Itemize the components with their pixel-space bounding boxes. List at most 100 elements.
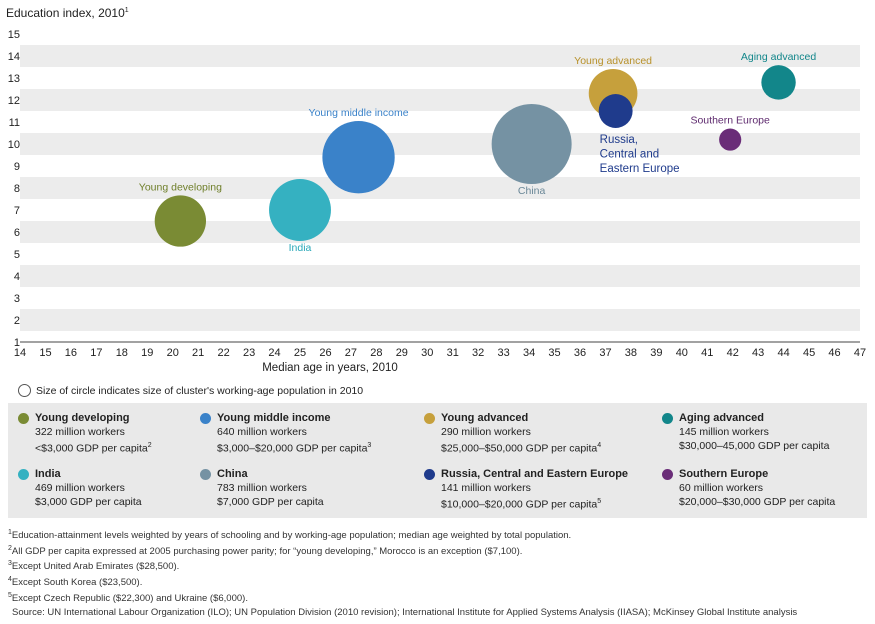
x-tick-label: 45: [803, 347, 815, 359]
legend-gdp: $25,000–$50,000 GDP per capita4: [441, 442, 602, 455]
legend-item: Aging advanced 145 million workers $30,000…: [662, 411, 862, 453]
legend-gdp: $30,000–45,000 GDP per capita: [679, 440, 830, 452]
bubble-label-aging-advanced: Aging advanced: [741, 51, 816, 63]
legend-name: Young developing: [35, 412, 130, 424]
footnote: 1Education-attainment levels weighted by…: [8, 529, 572, 542]
x-tick-label: 44: [778, 347, 790, 359]
bubble-label-russia-central-and-eastern-europe: Eastern Europe: [600, 163, 680, 175]
x-tick-label: 22: [218, 347, 230, 359]
size-note-text: Size of circle indicates size of cluster…: [36, 384, 364, 397]
legend-name: China: [217, 468, 248, 480]
legend-text: India 469 million workers $3,000 GDP per c…: [35, 467, 218, 509]
size-note: Size of circle indicates size of cluster…: [18, 384, 363, 397]
grid-band: [20, 309, 860, 331]
grid-band: [20, 45, 860, 67]
x-tick-label: 47: [854, 347, 866, 359]
x-tick-label: 35: [548, 347, 560, 359]
legend-swatch: [424, 413, 435, 424]
legend-swatch: [662, 469, 673, 480]
x-tick-label: 16: [65, 347, 77, 359]
bubble-india: [269, 179, 331, 241]
y-tick-label: 4: [14, 271, 20, 283]
legend-text: Young developing 322 million workers <$3,0…: [35, 411, 218, 456]
legend-gdp: $3,000–$20,000 GDP per capita3: [217, 442, 372, 455]
legend-name: Young advanced: [441, 412, 529, 424]
x-tick-label: 27: [345, 347, 357, 359]
x-tick-label: 25: [294, 347, 306, 359]
x-tick-label: 20: [167, 347, 179, 359]
legend-name: Southern Europe: [679, 468, 769, 480]
legend: Young developing 322 million workers <$3,0…: [8, 403, 867, 518]
x-tick-label: 29: [396, 347, 408, 359]
footnotes: 1Education-attainment levels weighted by…: [8, 527, 868, 620]
legend-swatch: [18, 413, 29, 424]
x-tick-label: 15: [39, 347, 51, 359]
bubble-russia-central-and-eastern-europe: [598, 94, 633, 128]
legend-name: Russia, Central and Eastern Europe: [441, 468, 629, 480]
x-tick-label: 32: [472, 347, 484, 359]
legend-swatch: [424, 469, 435, 480]
x-tick-label: 28: [370, 347, 382, 359]
legend-swatch: [662, 413, 673, 424]
legend-gdp: $20,000–$30,000 GDP per capita: [679, 496, 836, 508]
bubble-southern-europe: [719, 128, 742, 151]
x-tick-label: 31: [447, 347, 459, 359]
legend-swatch: [200, 413, 211, 424]
footnote: 3Except United Arab Emirates ($28,500).: [8, 560, 180, 573]
legend-workers: 783 million workers: [217, 482, 307, 494]
x-tick-label: 36: [574, 347, 586, 359]
legend-gdp: $7,000 GDP per capita: [217, 496, 324, 508]
x-tick-label: 23: [243, 347, 255, 359]
grid-band: [20, 133, 860, 155]
y-tick-label: 11: [9, 117, 20, 129]
y-tick-label: 1: [14, 337, 20, 349]
legend-gdp: $10,000–$20,000 GDP per capita5: [441, 498, 602, 511]
y-tick-label: 7: [14, 205, 20, 217]
x-tick-label: 19: [141, 347, 153, 359]
x-tick-label: 34: [523, 347, 535, 359]
bubble-aging-advanced: [761, 65, 796, 100]
x-axis-title: Median age in years, 2010: [262, 362, 398, 374]
x-tick-label: 38: [625, 347, 637, 359]
y-tick-label: 8: [14, 183, 20, 195]
y-tick-label: 13: [8, 73, 20, 85]
legend-name: Young middle income: [217, 412, 331, 424]
grid-band: [20, 89, 860, 111]
x-tick-label: 14: [14, 347, 26, 359]
grid-band: [20, 177, 860, 199]
legend-item: India 469 million workers $3,000 GDP per c…: [18, 467, 218, 509]
y-tick-label: 2: [14, 315, 20, 327]
legend-gdp: <$3,000 GDP per capita2: [35, 442, 152, 455]
y-tick-label: 14: [8, 51, 20, 63]
grid-band: [20, 221, 860, 243]
y-tick-label: 5: [14, 249, 20, 261]
y-tick-label: 3: [14, 293, 20, 305]
circle-size-icon: [18, 384, 31, 397]
legend-item: Russia, Central and Eastern Europe 141 mi…: [424, 467, 629, 512]
grid-band: [20, 265, 860, 287]
bubble-label-india: India: [289, 242, 312, 254]
bubble-label-southern-europe: Southern Europe: [690, 115, 770, 127]
legend-swatch: [200, 469, 211, 480]
legend-name: Aging advanced: [679, 412, 764, 424]
legend-text: China 783 million workers $7,000 GDP per c…: [217, 467, 400, 509]
x-tick-label: 39: [650, 347, 662, 359]
x-tick-label: 42: [727, 347, 739, 359]
y-tick-label: 15: [8, 29, 20, 41]
footnote-list: 1Education-attainment levels weighted by…: [8, 527, 868, 605]
bubble-label-china: China: [518, 185, 546, 197]
legend-text: Aging advanced 145 million workers $30,000…: [679, 411, 862, 453]
bubble-label-russia-central-and-eastern-europe: Central and: [600, 148, 659, 160]
legend-item: Southern Europe 60 million workers $20,000…: [662, 467, 862, 509]
x-tick-label: 26: [319, 347, 331, 359]
x-tick-label: 46: [828, 347, 840, 359]
legend-item: Young middle income 640 million workers $3…: [200, 411, 400, 456]
legend-workers: 469 million workers: [35, 482, 125, 494]
legend-text: Young advanced 290 million workers $25,000…: [441, 411, 624, 456]
bubble-label-russia-central-and-eastern-europe: Russia,: [600, 134, 638, 146]
legend-workers: 640 million workers: [217, 426, 307, 438]
bubble-label-young-advanced: Young advanced: [574, 55, 652, 67]
x-tick-label: 43: [752, 347, 764, 359]
legend-workers: 322 million workers: [35, 426, 125, 438]
legend-workers: 290 million workers: [441, 426, 531, 438]
